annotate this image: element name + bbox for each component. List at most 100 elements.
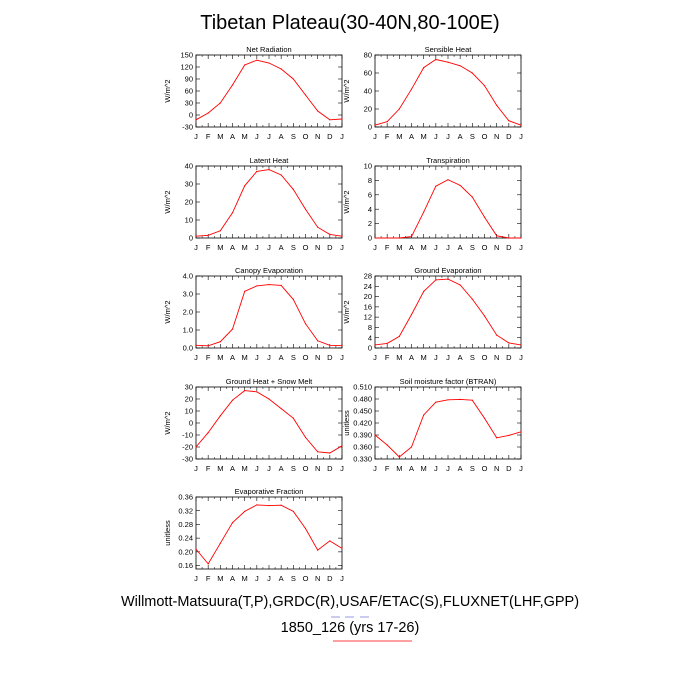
series-line bbox=[195, 390, 343, 454]
data-point bbox=[317, 110, 319, 112]
y-tick-label: 0 bbox=[189, 111, 193, 120]
y-tick-label: 0.28 bbox=[178, 520, 193, 529]
x-tick-label: O bbox=[482, 353, 488, 362]
x-tick-label: A bbox=[458, 243, 463, 252]
data-point bbox=[195, 344, 197, 346]
y-tick-label: 40 bbox=[364, 87, 372, 96]
data-point bbox=[508, 120, 510, 122]
x-tick-label: J bbox=[267, 574, 271, 583]
data-point bbox=[195, 446, 197, 448]
x-tick-label: S bbox=[291, 243, 296, 252]
data-point bbox=[447, 179, 449, 181]
x-tick-label: O bbox=[482, 243, 488, 252]
x-tick-label: J bbox=[373, 243, 377, 252]
data-point bbox=[447, 399, 449, 401]
data-point bbox=[496, 334, 498, 336]
plot-frame bbox=[374, 386, 522, 460]
y-tick-label: 0.32 bbox=[178, 506, 193, 515]
x-tick-label: O bbox=[303, 353, 309, 362]
y-tick-label: -10 bbox=[182, 431, 193, 440]
y-tick-label: 0 bbox=[368, 344, 372, 353]
y-tick-label: 20 bbox=[364, 105, 372, 114]
data-point bbox=[398, 456, 400, 458]
x-tick-label: A bbox=[230, 464, 235, 473]
x-tick-label: A bbox=[230, 243, 235, 252]
x-tick-label: J bbox=[434, 243, 438, 252]
data-point bbox=[435, 401, 437, 403]
x-tick-label: J bbox=[267, 132, 271, 141]
y-tick-label: 150 bbox=[180, 51, 193, 60]
x-tick-label: M bbox=[396, 353, 402, 362]
series-line bbox=[195, 284, 343, 347]
data-point bbox=[423, 211, 425, 213]
data-point bbox=[256, 59, 258, 61]
data-point bbox=[268, 398, 270, 400]
data-point bbox=[219, 102, 221, 104]
x-tick-label: M bbox=[217, 132, 223, 141]
data-point bbox=[268, 169, 270, 171]
y-tick-label: 0.510 bbox=[353, 383, 372, 392]
data-point bbox=[329, 233, 331, 235]
series-line bbox=[374, 278, 522, 346]
panel-title: Ground Heat + Snow Melt bbox=[226, 377, 313, 386]
x-tick-label: A bbox=[409, 243, 414, 252]
data-point bbox=[231, 212, 234, 214]
data-point bbox=[268, 284, 270, 286]
data-point bbox=[292, 417, 294, 419]
data-point bbox=[219, 542, 221, 544]
data-point bbox=[459, 184, 461, 187]
x-tick-label: J bbox=[267, 353, 271, 362]
data-point bbox=[304, 94, 307, 96]
data-point bbox=[508, 342, 510, 344]
x-tick-label: J bbox=[519, 132, 523, 141]
x-tick-label: J bbox=[434, 464, 438, 473]
y-tick-label: 0 bbox=[368, 123, 372, 132]
x-tick-label: D bbox=[506, 464, 512, 473]
panel-title: Transpiration bbox=[426, 156, 470, 165]
y-tick-label: 10 bbox=[364, 162, 372, 171]
x-tick-label: A bbox=[230, 574, 235, 583]
y-axis-label: unitless bbox=[342, 410, 351, 436]
data-point bbox=[520, 431, 522, 433]
x-tick-label: J bbox=[255, 243, 259, 252]
y-axis-label: W/m^2 bbox=[163, 411, 172, 434]
plot-frame bbox=[374, 275, 522, 349]
data-point bbox=[207, 234, 209, 236]
data-point bbox=[231, 522, 234, 524]
data-point bbox=[329, 119, 331, 121]
data-point bbox=[508, 434, 510, 436]
x-tick-label: J bbox=[446, 464, 450, 473]
x-tick-label: M bbox=[421, 243, 427, 252]
data-point bbox=[471, 72, 473, 74]
y-tick-label: 30 bbox=[185, 180, 193, 189]
data-point bbox=[423, 414, 425, 416]
y-tick-label: 0.450 bbox=[353, 407, 372, 416]
data-point bbox=[256, 504, 258, 506]
x-tick-label: S bbox=[470, 243, 475, 252]
x-tick-label: M bbox=[242, 243, 248, 252]
x-tick-label: J bbox=[446, 353, 450, 362]
data-point bbox=[459, 398, 461, 400]
y-tick-label: 0.330 bbox=[353, 455, 372, 464]
y-tick-label: 0.20 bbox=[178, 547, 193, 556]
data-point bbox=[256, 391, 258, 393]
x-tick-label: N bbox=[494, 243, 499, 252]
panel-title: Latent Heat bbox=[250, 156, 290, 165]
y-tick-label: 0.360 bbox=[353, 443, 372, 452]
data-point bbox=[317, 549, 319, 551]
x-tick-label: A bbox=[279, 464, 284, 473]
series-line bbox=[195, 169, 343, 237]
y-tick-label: 0.0 bbox=[183, 344, 193, 353]
plot-frame bbox=[374, 54, 522, 128]
data-point bbox=[268, 504, 270, 507]
data-point bbox=[374, 344, 376, 346]
data-point bbox=[496, 437, 498, 439]
data-point bbox=[447, 278, 449, 280]
x-tick-label: F bbox=[206, 243, 211, 252]
x-tick-label: M bbox=[217, 464, 223, 473]
y-tick-label: 0.16 bbox=[178, 561, 193, 570]
